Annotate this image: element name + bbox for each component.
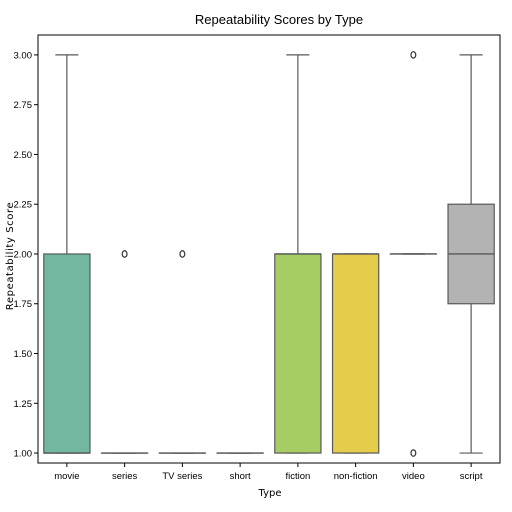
x-axis: movie series TV series short fiction non-fict… [54, 463, 483, 482]
outlier-point [180, 251, 185, 257]
box-series [102, 251, 148, 453]
box-script [448, 55, 494, 453]
y-axis-label: Repeatability Score [5, 202, 16, 310]
box-movie [44, 55, 90, 453]
y-tick-label: 3.00 [14, 50, 33, 61]
box-non-fiction [333, 254, 379, 453]
chart-title: Repeatability Scores by Type [195, 12, 363, 27]
outlier-point [122, 251, 127, 257]
y-tick-label: 1.25 [14, 399, 33, 410]
x-tick-label: video [402, 471, 425, 482]
plot-frame [38, 35, 500, 463]
box-iqr [44, 254, 90, 453]
y-tick-label: 1.00 [14, 449, 33, 460]
x-tick-label: TV series [162, 471, 202, 482]
y-axis: 1.00 1.25 1.50 1.75 2.00 2.25 2.50 2.75 3.00 [14, 50, 39, 459]
box-tv-series [159, 251, 205, 453]
x-tick-label: script [460, 471, 483, 482]
box-iqr [333, 254, 379, 453]
plot-area [38, 35, 500, 463]
x-tick-label: fiction [285, 471, 310, 482]
y-tick-label: 2.00 [14, 249, 33, 260]
x-axis-label: Type [258, 488, 282, 499]
box-iqr [275, 254, 321, 453]
outlier-point [411, 450, 416, 456]
box-video [390, 52, 436, 457]
y-tick-label: 2.50 [14, 150, 33, 161]
x-tick-label: series [112, 471, 138, 482]
x-tick-label: movie [54, 471, 79, 482]
y-tick-label: 2.75 [14, 100, 33, 111]
y-tick-label: 1.50 [14, 349, 33, 360]
box-fiction [275, 55, 321, 453]
x-tick-label: short [230, 471, 251, 482]
x-tick-label: non-fiction [334, 471, 378, 482]
y-tick-label: 2.25 [14, 200, 33, 211]
y-tick-label: 1.75 [14, 299, 33, 310]
outlier-point [411, 52, 416, 58]
